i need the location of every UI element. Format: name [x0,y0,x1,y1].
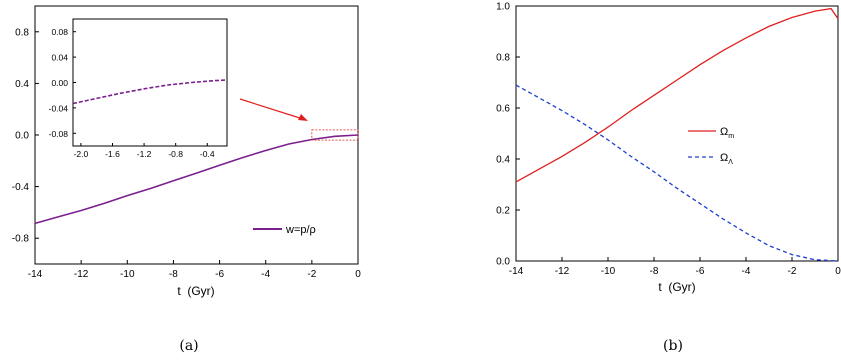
plot-frame-b [515,5,839,262]
x-tick-label: -0.4 [200,149,215,159]
y-tick-label: 0.4 [15,79,29,90]
panel-b: -14 -12 -10 -8 -6 -4 -2 0 0.0 0.2 0.4 0.6 0.8 1.0 t … [496,2,841,355]
y-tick-label: 0.4 [496,155,510,166]
x-tick-label: 0 [835,266,841,277]
caption-b: (b) [663,338,683,354]
x-tick-label: -8 [650,266,659,277]
y-tick-label: 0.0 [15,131,29,142]
y-tick-label: 0.04 [51,53,68,63]
x-tick-label: -1.2 [137,149,152,159]
x-tick-label: -2.0 [74,149,89,159]
y-tick-label: 0.8 [496,53,510,64]
legend-b: Ωm ΩΛ [688,126,734,166]
y-tick-label: 0.6 [496,104,510,115]
x-tick-label: -2 [307,269,316,280]
legend-a: w=p/ρ [253,224,316,236]
x-tick-label: -4 [261,269,270,280]
series-line-omega-m [515,7,839,183]
legend-label-w: w=p/ρ [285,224,316,236]
y-axis-ticks-a: -0.8 -0.4 0.0 0.4 0.8 [12,27,39,245]
x-tick-label: -8 [169,269,178,280]
x-tick-label: 0 [355,269,361,280]
y-tick-label: -0.04 [49,103,69,113]
x-tick-label: -10 [601,266,616,277]
x-axis-ticks-a: -14 -12 -10 -8 -6 -4 -2 0 [28,260,361,280]
y-tick-label: -0.4 [12,182,30,193]
y-tick-label: 0.08 [51,27,68,37]
series-line-omega-lambda [515,84,839,262]
x-tick-label: -4 [742,266,751,277]
x-axis-label-b: t (Gyr) [658,280,695,294]
x-tick-label: -6 [215,269,224,280]
x-tick-label: -1.6 [105,149,120,159]
zoom-arrow [239,98,308,121]
series-line-w [34,134,359,225]
x-axis-label-a: t (Gyr) [177,284,214,298]
x-tick-label: -2 [788,266,797,277]
legend-label-omega-m: Ωm [720,126,734,140]
x-tick-label: -12 [555,266,570,277]
x-tick-label: -12 [74,269,89,280]
x-tick-label: -14 [509,266,524,277]
x-tick-label: -10 [120,269,135,280]
y-tick-label: 0.00 [51,78,68,88]
y-tick-label: -0.8 [12,234,30,245]
series-group-a [34,134,359,225]
inset-plot: -2.0 -1.6 -1.2 -0.8 -0.4 0.08 0.04 0.00 -0.04 -0… [49,18,228,159]
x-tick-label: -6 [696,266,705,277]
inset-y-ticks: 0.08 0.04 0.00 -0.04 -0.08 [49,27,76,139]
panel-a: -14 -12 -10 -8 -6 -4 -2 0 -0.8 -0.4 0.0 0.4 0.8 t (… [12,5,361,354]
series-group-b [515,7,839,262]
y-tick-label: 1.0 [496,2,510,13]
x-tick-label: -14 [28,269,43,280]
inset-series [72,79,228,105]
inset-x-ticks: -2.0 -1.6 -1.2 -0.8 -0.4 [74,143,215,159]
caption-a: (a) [179,338,198,354]
y-tick-label: 0.8 [15,27,29,38]
y-tick-label: 0.2 [496,206,510,217]
y-axis-ticks-b: 0.0 0.2 0.4 0.6 0.8 1.0 [496,2,520,268]
legend-label-omega-lambda: ΩΛ [720,152,733,166]
inset-series-line [72,79,228,105]
y-tick-label: -0.08 [49,129,69,139]
x-axis-ticks-b: -14 -12 -10 -8 -6 -4 -2 0 [509,257,841,277]
y-tick-label: 0.0 [496,257,510,268]
x-tick-label: -0.8 [168,149,183,159]
inset-frame [72,18,228,147]
